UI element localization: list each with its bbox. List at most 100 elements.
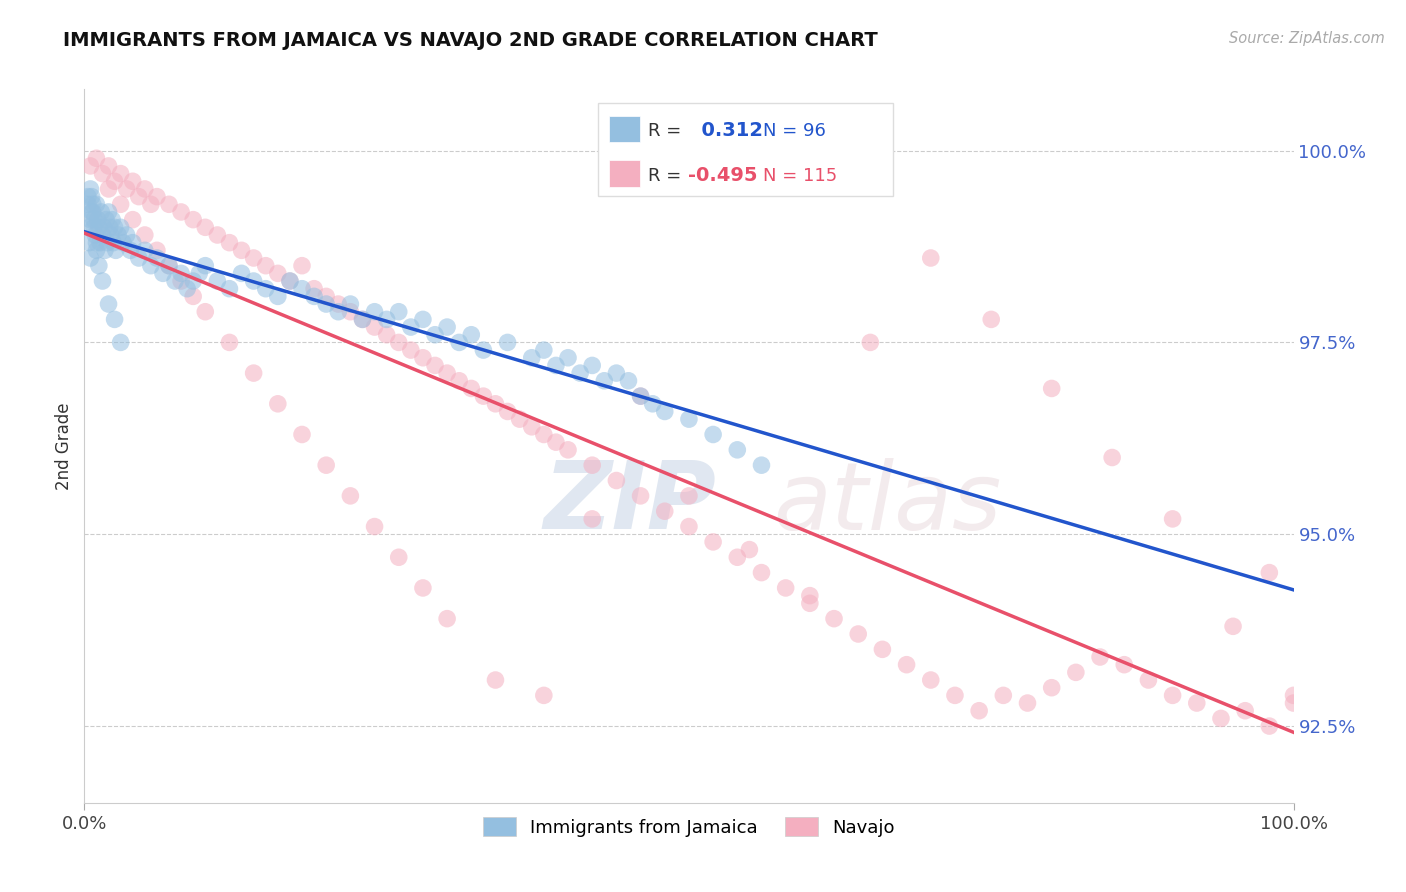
Point: [97, 182, 120, 196]
Point: [605, 366, 627, 380]
Point: [100, 227, 122, 242]
Point: [87, 220, 110, 235]
Point: [89, 235, 111, 250]
Point: [520, 351, 543, 365]
Point: [112, 235, 135, 250]
Point: [423, 359, 446, 373]
Point: [412, 351, 434, 365]
Point: [86, 235, 108, 250]
Point: [181, 274, 204, 288]
Point: [107, 227, 129, 242]
Point: [1258, 566, 1281, 580]
Point: [823, 612, 845, 626]
Point: [218, 335, 240, 350]
Point: [181, 289, 204, 303]
Point: [1064, 665, 1087, 680]
Point: [110, 220, 132, 235]
Point: [194, 259, 217, 273]
Point: [254, 259, 277, 273]
Point: [242, 274, 264, 288]
Point: [630, 389, 652, 403]
Point: [315, 289, 337, 303]
Point: [134, 227, 156, 242]
Point: [654, 504, 676, 518]
Point: [423, 327, 446, 342]
Point: [328, 297, 350, 311]
Point: [93, 220, 115, 235]
Point: [1088, 650, 1111, 665]
Point: [77, 189, 100, 203]
Point: [98, 220, 121, 235]
Point: [139, 197, 162, 211]
Point: [678, 489, 700, 503]
Text: Source: ZipAtlas.com: Source: ZipAtlas.com: [1229, 31, 1385, 46]
Point: [1040, 381, 1063, 395]
Point: [79, 182, 101, 196]
Point: [630, 489, 652, 503]
Point: [242, 251, 264, 265]
Point: [242, 366, 264, 380]
Point: [176, 282, 198, 296]
Point: [920, 251, 942, 265]
Text: R =: R =: [648, 121, 688, 140]
Point: [725, 442, 748, 457]
Point: [267, 266, 290, 280]
Point: [352, 312, 374, 326]
Point: [104, 312, 127, 326]
Point: [412, 581, 434, 595]
Text: ZIP: ZIP: [544, 457, 717, 549]
Point: [194, 304, 217, 318]
Point: [82, 205, 104, 219]
Point: [399, 320, 422, 334]
Point: [641, 397, 664, 411]
Point: [799, 589, 821, 603]
Point: [363, 519, 385, 533]
Point: [121, 235, 143, 250]
Point: [83, 220, 105, 235]
Point: [96, 235, 118, 250]
Point: [80, 205, 103, 219]
Point: [77, 220, 100, 235]
Point: [617, 374, 640, 388]
Point: [484, 673, 506, 687]
Point: [291, 282, 314, 296]
Point: [128, 189, 150, 203]
Point: [702, 535, 724, 549]
Point: [84, 227, 107, 242]
Text: IMMIGRANTS FROM JAMAICA VS NAVAJO 2ND GRADE CORRELATION CHART: IMMIGRANTS FROM JAMAICA VS NAVAJO 2ND GR…: [63, 31, 877, 50]
Point: [115, 227, 138, 242]
Point: [110, 167, 132, 181]
Point: [328, 304, 350, 318]
Point: [605, 474, 627, 488]
Legend: Immigrants from Jamaica, Navajo: Immigrants from Jamaica, Navajo: [477, 810, 901, 844]
Point: [128, 251, 150, 265]
Point: [544, 435, 567, 450]
Point: [87, 259, 110, 273]
Point: [581, 512, 603, 526]
Point: [97, 159, 120, 173]
Point: [1114, 657, 1136, 672]
Point: [339, 304, 361, 318]
Point: [1258, 719, 1281, 733]
Point: [581, 359, 603, 373]
Point: [1282, 689, 1305, 703]
Point: [630, 389, 652, 403]
Point: [533, 427, 555, 442]
Point: [134, 182, 156, 196]
Point: [472, 343, 495, 357]
Point: [157, 259, 180, 273]
Point: [278, 274, 301, 288]
Point: [436, 366, 458, 380]
Point: [97, 297, 120, 311]
Point: [363, 320, 385, 334]
Point: [302, 282, 325, 296]
Point: [533, 343, 555, 357]
Point: [980, 312, 1002, 326]
Point: [920, 673, 942, 687]
Point: [1040, 681, 1063, 695]
Point: [1101, 450, 1123, 465]
Point: [86, 212, 108, 227]
Point: [86, 197, 108, 211]
Point: [315, 458, 337, 473]
Point: [460, 381, 482, 395]
